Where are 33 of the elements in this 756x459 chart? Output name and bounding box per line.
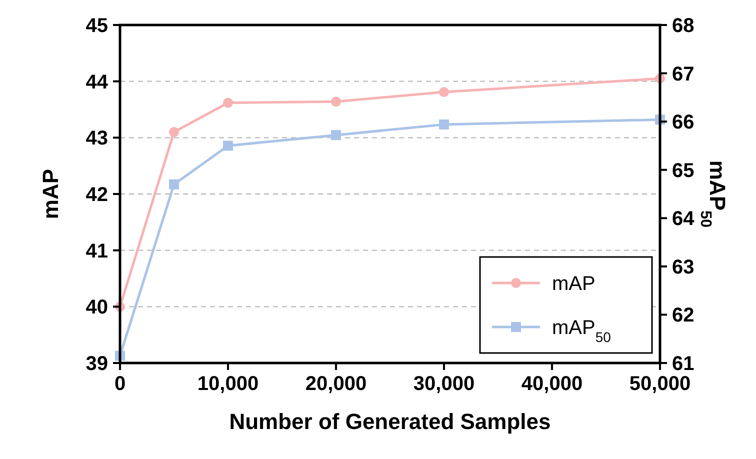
y-tick-label: 43 xyxy=(86,128,108,150)
y2-tick-label: 65 xyxy=(672,160,694,182)
y-tick-label: 42 xyxy=(86,184,108,206)
y2-tick-label: 66 xyxy=(672,112,694,134)
x-axis-title: Number of Generated Samples xyxy=(229,409,551,434)
x-tick-label: 10,000 xyxy=(197,373,259,395)
point xyxy=(169,179,179,190)
point xyxy=(439,119,449,130)
y-tick-label: 41 xyxy=(86,240,108,262)
point xyxy=(331,130,341,140)
x-tick-label: 30,000 xyxy=(413,373,475,395)
y2-tick-label: 63 xyxy=(672,256,694,278)
y2-tick-label: 61 xyxy=(672,353,694,375)
point xyxy=(223,140,233,151)
y2-tick-label: 62 xyxy=(672,304,694,327)
y2-tick-label: 67 xyxy=(672,63,694,86)
y-tick-label: 39 xyxy=(86,353,108,375)
x-tick-label: 50,000 xyxy=(629,373,691,395)
point xyxy=(439,87,449,98)
x-tick-label: 0 xyxy=(114,373,126,395)
point xyxy=(169,127,179,138)
y-axis-title: mAP xyxy=(38,168,63,220)
y-tick-label: 40 xyxy=(86,296,108,319)
point xyxy=(223,98,233,108)
y-tick-label: 45 xyxy=(86,15,108,37)
y2-tick-label: 68 xyxy=(672,15,694,37)
legend-label: mAP$_{50}$ xyxy=(552,317,612,345)
y-tick-label: 44 xyxy=(86,71,109,94)
x-tick-label: 40,000 xyxy=(521,373,583,395)
x-tick-label: 20,000 xyxy=(305,373,367,395)
y2-tick-label: 64 xyxy=(672,208,696,230)
point xyxy=(331,96,341,107)
legend-label: mAP xyxy=(552,273,596,295)
